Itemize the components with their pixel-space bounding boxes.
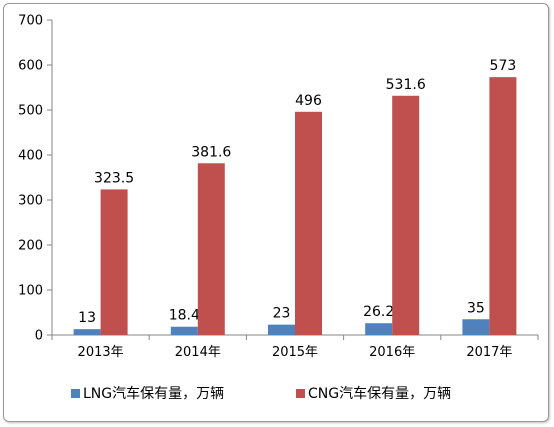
legend-label-lng: LNG汽车保有量，万辆 bbox=[83, 385, 224, 402]
bar-cng bbox=[100, 189, 128, 335]
data-label-cng: 531.6 bbox=[386, 77, 426, 93]
data-label-lng: 23 bbox=[273, 306, 291, 322]
x-tick-label: 2014年 bbox=[175, 345, 221, 360]
y-tick-label: 500 bbox=[18, 104, 43, 119]
y-tick-label: 300 bbox=[18, 194, 43, 209]
data-label-lng: 35 bbox=[467, 300, 485, 316]
bar-lng bbox=[73, 329, 101, 335]
bar-cng bbox=[295, 111, 322, 335]
y-tick-label: 600 bbox=[18, 59, 43, 74]
data-label-cng: 323.5 bbox=[94, 170, 134, 186]
bar-lng bbox=[365, 323, 393, 335]
bar-cng bbox=[392, 95, 420, 335]
y-tick-label: 0 bbox=[35, 329, 43, 344]
data-label-lng: 13 bbox=[78, 310, 96, 326]
data-label-lng: 26.2 bbox=[363, 304, 394, 320]
legend-label-cng: CNG汽车保有量，万辆 bbox=[308, 385, 451, 402]
y-tick-label: 700 bbox=[18, 14, 43, 29]
data-label-lng: 18.4 bbox=[169, 308, 200, 324]
legend-swatch-lng bbox=[71, 389, 80, 398]
x-tick-label: 2016年 bbox=[369, 345, 415, 360]
data-label-cng: 496 bbox=[295, 93, 322, 109]
data-label-cng: 573 bbox=[490, 58, 517, 74]
chart-frame bbox=[3, 3, 549, 422]
y-tick-label: 200 bbox=[18, 239, 43, 254]
data-label-cng: 381.6 bbox=[191, 144, 231, 160]
x-tick-label: 2017年 bbox=[466, 345, 512, 360]
y-tick-label: 400 bbox=[18, 149, 43, 164]
bar-cng bbox=[489, 77, 517, 336]
bar-lng bbox=[170, 326, 198, 335]
bar-cng bbox=[197, 163, 225, 335]
y-tick-label: 100 bbox=[18, 284, 43, 299]
bar-lng bbox=[268, 324, 295, 335]
bar-lng bbox=[462, 319, 490, 335]
x-tick-label: 2015年 bbox=[272, 345, 318, 360]
x-tick-label: 2013年 bbox=[78, 345, 124, 360]
legend-swatch-cng bbox=[296, 389, 305, 398]
